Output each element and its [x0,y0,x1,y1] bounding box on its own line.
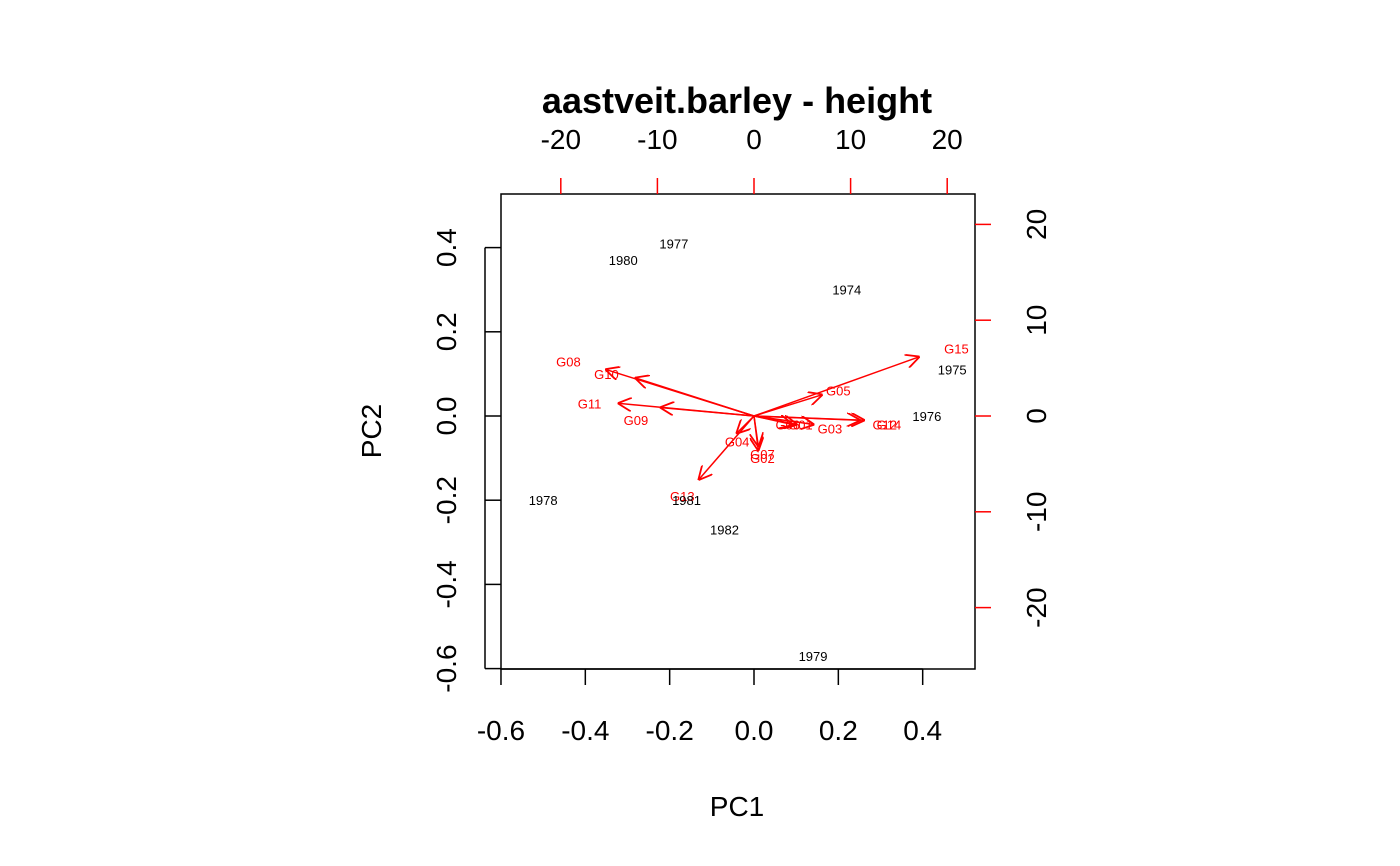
variable-label: G10 [594,367,619,382]
variable-label: G05 [826,384,851,399]
variable-arrow [753,416,792,424]
x-tick-label: -0.2 [646,715,694,746]
top-tick-label: 20 [932,124,963,155]
variable-arrow [619,403,755,417]
y-tick-label: -0.2 [431,476,462,524]
observation-label: 1976 [912,409,941,424]
y-axis-left: -0.6 -0.4 -0.2 0.0 0.2 0.4 [431,228,501,693]
variable-arrow [754,415,758,445]
x-axis-title: PC1 [710,791,764,822]
observation-label: 1981 [672,493,701,508]
right-tick-label: -20 [1021,587,1052,627]
variable-arrow [753,357,918,417]
x-axis-top: -20 -10 0 10 20 [541,124,963,194]
variable-label: G12 [872,417,897,432]
variable-label: G09 [624,413,649,428]
variable-label: G14 [877,417,902,432]
right-tick-label: 10 [1021,305,1052,336]
y-tick-label: -0.6 [431,644,462,692]
variable-label: G07 [750,447,775,462]
right-tick-label: -10 [1021,492,1052,532]
x-tick-label: -0.6 [477,715,525,746]
y-tick-label: 0.2 [431,312,462,351]
y-axis-right: -20 -10 0 10 20 [975,209,1052,628]
y-tick-label: -0.4 [431,560,462,608]
observation-labels: 1974 1975 1976 1977 1978 1979 1980 1981 1982 [529,236,967,664]
observation-label: 1982 [710,523,739,538]
variable-label: G11 [578,396,602,411]
variable-label: G13 [670,489,695,504]
x-tick-label: -0.4 [561,715,609,746]
variable-arrow [699,415,755,479]
observation-label: 1977 [659,236,688,251]
observation-label: 1980 [609,253,638,268]
variable-label: G01 [788,417,813,432]
y-tick-label: 0.4 [431,228,462,267]
right-tick-label: 20 [1021,209,1052,240]
chart-title: aastveit.barley - height [542,80,932,121]
y-tick-label: 0.0 [431,397,462,436]
y-axis-title: PC2 [356,404,387,458]
top-tick-label: 0 [746,124,762,155]
observation-label: 1979 [799,649,828,664]
top-tick-label: -20 [541,124,581,155]
observation-label: 1974 [832,283,861,298]
variable-arrow [636,378,755,417]
variable-label: G03 [818,422,843,437]
observation-label: 1975 [938,363,967,378]
variable-label: G02 [750,451,775,466]
right-tick-label: 0 [1021,408,1052,424]
x-tick-label: 0.4 [903,715,942,746]
top-tick-label: -10 [637,124,677,155]
variable-label: G06 [775,417,800,432]
variable-arrow [753,416,864,420]
x-axis-bottom: -0.6 -0.4 -0.2 0.0 0.2 0.4 [477,668,942,746]
variable-label: G15 [944,342,969,357]
observation-label: 1978 [529,493,558,508]
variable-label: G08 [556,354,581,369]
variable-label: G04 [725,434,750,449]
top-tick-label: 10 [835,124,866,155]
variable-arrows [606,357,918,479]
x-tick-label: 0.0 [735,715,774,746]
x-tick-label: 0.2 [819,715,858,746]
